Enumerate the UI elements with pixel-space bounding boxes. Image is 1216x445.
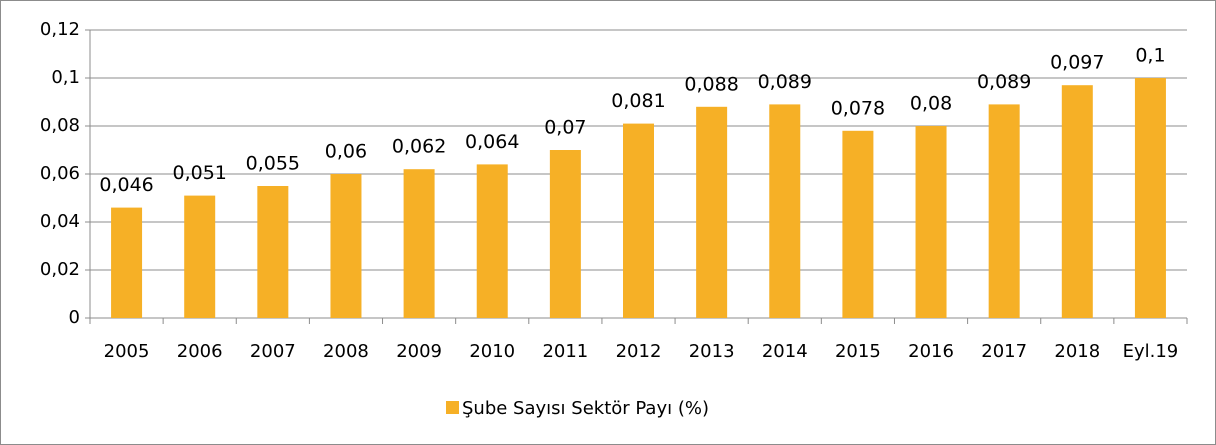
bar — [696, 106, 728, 318]
y-tick-label: 0,12 — [40, 19, 80, 40]
legend-swatch — [446, 401, 459, 414]
bar — [915, 126, 947, 318]
data-label: 0,081 — [611, 90, 665, 112]
bar — [549, 150, 581, 318]
x-tick-label: 2012 — [616, 341, 662, 362]
x-tick-label: 2018 — [1054, 341, 1100, 362]
bar — [111, 207, 143, 318]
bar — [1061, 85, 1093, 318]
x-tick-label: Eyl.19 — [1123, 341, 1179, 362]
x-tick-label: 2013 — [689, 341, 735, 362]
bar — [476, 164, 508, 318]
data-label: 0,062 — [392, 136, 446, 158]
x-tick-label: 2016 — [908, 341, 954, 362]
bar — [330, 174, 362, 318]
bar — [403, 169, 435, 318]
x-tick-label: 2017 — [981, 341, 1027, 362]
data-label: 0,089 — [758, 71, 812, 93]
bar — [1134, 78, 1166, 318]
y-tick-label: 0,02 — [40, 259, 80, 280]
y-tick-label: 0,06 — [40, 163, 80, 184]
bar — [842, 130, 874, 318]
x-tick-label: 2015 — [835, 341, 881, 362]
data-label: 0,097 — [1050, 52, 1104, 74]
x-tick-label: 2011 — [542, 341, 588, 362]
data-label: 0,078 — [831, 97, 885, 119]
data-label: 0,06 — [325, 141, 367, 163]
legend-label: Şube Sayısı Sektör Payı (%) — [462, 398, 709, 419]
data-label: 0,1 — [1135, 45, 1165, 67]
x-tick-label: 2007 — [250, 341, 296, 362]
data-label: 0,07 — [544, 117, 586, 139]
x-tick-label: 2006 — [177, 341, 223, 362]
data-label: 0,064 — [465, 131, 519, 153]
y-tick-label: 0 — [69, 307, 80, 328]
x-tick-label: 2010 — [469, 341, 515, 362]
data-label: 0,046 — [99, 174, 153, 196]
data-label: 0,08 — [910, 93, 952, 115]
y-tick-label: 0,1 — [51, 67, 80, 88]
data-label: 0,088 — [684, 73, 738, 95]
bar — [988, 104, 1020, 319]
bar — [623, 123, 654, 318]
data-label: 0,051 — [172, 162, 226, 184]
data-label: 0,055 — [246, 153, 300, 175]
data-label: 0,089 — [977, 71, 1031, 93]
bar — [257, 186, 289, 318]
x-tick-label: 2005 — [104, 341, 150, 362]
bar — [184, 195, 216, 318]
y-tick-label: 0,04 — [40, 211, 80, 232]
x-tick-label: 2014 — [762, 341, 808, 362]
x-tick-label: 2009 — [396, 341, 442, 362]
y-tick-label: 0,08 — [40, 115, 80, 136]
bar — [769, 104, 801, 319]
x-tick-label: 2008 — [323, 341, 369, 362]
